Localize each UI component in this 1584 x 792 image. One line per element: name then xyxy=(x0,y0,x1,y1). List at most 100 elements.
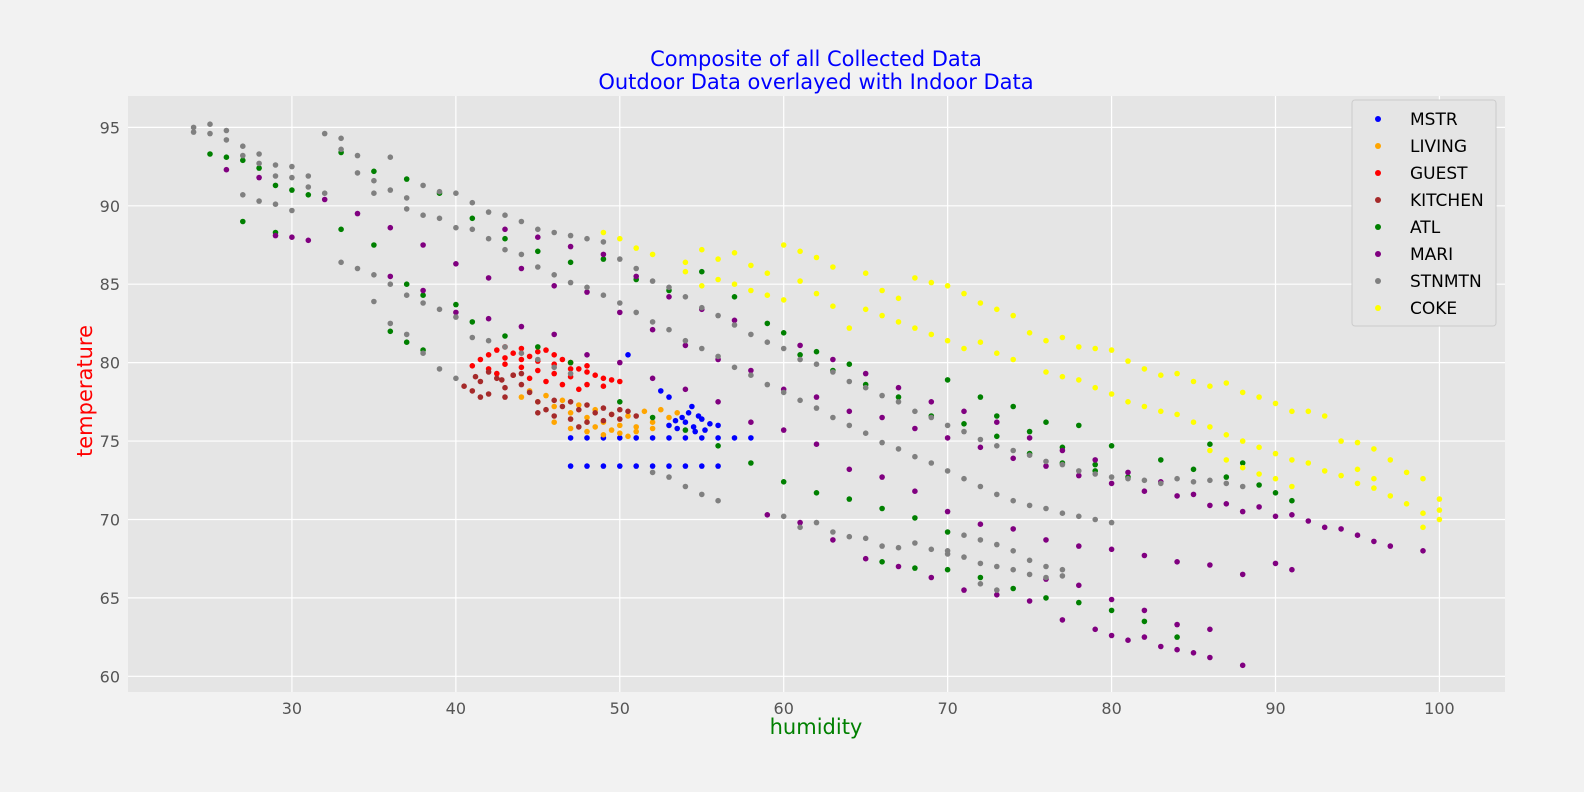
data-point xyxy=(813,348,820,355)
data-point xyxy=(715,256,721,262)
data-point xyxy=(1010,447,1016,454)
data-point xyxy=(1108,443,1115,449)
data-point xyxy=(608,427,615,433)
data-point xyxy=(1305,408,1312,415)
data-point xyxy=(715,312,721,319)
data-point xyxy=(502,394,508,400)
data-point xyxy=(494,347,500,353)
data-point xyxy=(567,279,574,286)
data-point xyxy=(1158,643,1164,650)
data-point xyxy=(305,173,312,179)
legend-marker xyxy=(1375,305,1381,311)
data-point xyxy=(797,356,803,363)
data-point xyxy=(994,587,1000,593)
data-point xyxy=(354,210,361,217)
data-point xyxy=(797,519,803,526)
data-point xyxy=(813,254,820,261)
data-point xyxy=(731,317,738,324)
data-point xyxy=(600,256,607,262)
data-point xyxy=(617,399,623,405)
data-point xyxy=(1076,599,1082,606)
data-point xyxy=(928,574,935,581)
data-point xyxy=(1108,519,1115,526)
data-point xyxy=(764,270,771,277)
data-point xyxy=(731,294,738,300)
data-point xyxy=(1223,474,1230,480)
data-point xyxy=(535,367,541,374)
data-point xyxy=(535,248,541,255)
data-point xyxy=(1125,358,1131,364)
data-point xyxy=(453,224,459,231)
legend-label: LIVING xyxy=(1410,137,1467,157)
data-point xyxy=(436,215,443,222)
data-point xyxy=(289,234,295,240)
data-point xyxy=(551,283,557,289)
data-point xyxy=(912,488,918,495)
data-point xyxy=(977,394,984,400)
data-point xyxy=(567,399,574,405)
data-point xyxy=(1174,634,1180,640)
data-point xyxy=(305,237,312,244)
data-point xyxy=(846,533,853,540)
data-point xyxy=(1043,537,1049,543)
series-kitchen xyxy=(461,369,639,430)
data-point xyxy=(1207,441,1213,448)
data-point xyxy=(690,424,697,430)
data-point xyxy=(551,331,557,338)
data-point xyxy=(256,151,262,157)
data-point xyxy=(1354,480,1361,487)
data-point xyxy=(674,410,680,416)
data-point xyxy=(256,160,262,167)
data-point xyxy=(338,259,344,266)
data-point xyxy=(1076,468,1082,474)
data-point xyxy=(223,154,230,160)
data-point xyxy=(977,300,984,306)
data-point xyxy=(666,326,672,333)
data-point xyxy=(879,312,885,319)
data-point xyxy=(1272,475,1279,482)
data-point xyxy=(1026,571,1033,578)
data-point xyxy=(1223,457,1230,463)
data-point xyxy=(321,196,328,203)
data-point xyxy=(272,162,279,168)
data-point xyxy=(689,403,695,410)
data-point xyxy=(1239,508,1246,515)
data-point xyxy=(535,356,541,363)
data-point xyxy=(1190,466,1197,473)
data-point xyxy=(1108,632,1115,639)
data-point xyxy=(1108,546,1115,553)
data-point xyxy=(1059,617,1066,623)
data-point xyxy=(485,369,492,375)
data-point xyxy=(617,435,623,441)
data-point xyxy=(567,370,574,377)
data-point xyxy=(518,323,525,330)
data-point xyxy=(1141,618,1148,625)
data-point xyxy=(928,414,935,421)
data-point xyxy=(748,460,754,466)
data-point xyxy=(1239,438,1246,444)
data-point xyxy=(1076,582,1082,589)
data-point xyxy=(977,581,984,587)
data-point xyxy=(731,435,738,441)
data-point xyxy=(1043,505,1049,512)
data-point xyxy=(1190,479,1197,485)
data-point xyxy=(944,435,951,441)
data-point xyxy=(633,463,639,469)
data-point xyxy=(535,264,541,270)
data-point xyxy=(518,370,525,377)
y-axis-label: temperature xyxy=(73,325,97,457)
data-point xyxy=(1158,457,1164,463)
data-point xyxy=(879,439,885,446)
data-point xyxy=(518,345,525,352)
legend-label: GUEST xyxy=(1410,164,1468,184)
data-point xyxy=(1207,477,1213,484)
data-point xyxy=(1256,444,1262,451)
data-point xyxy=(846,408,853,415)
data-point xyxy=(600,375,607,382)
x-tick-label: 40 xyxy=(446,699,466,718)
data-point xyxy=(403,292,410,299)
data-point xyxy=(682,268,689,275)
data-point xyxy=(1010,312,1016,319)
data-point xyxy=(715,497,721,504)
data-point xyxy=(1010,548,1016,554)
